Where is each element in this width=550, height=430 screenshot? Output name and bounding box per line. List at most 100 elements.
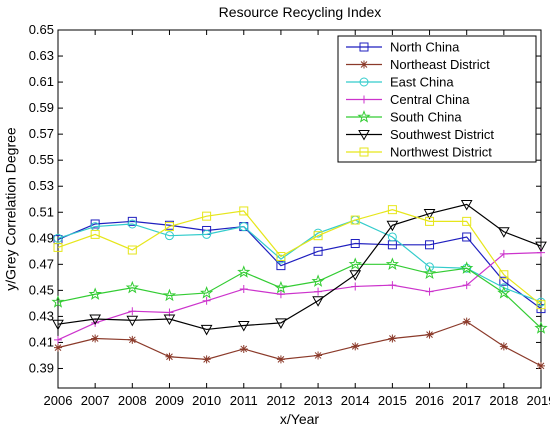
data-point bbox=[357, 110, 371, 123]
data-point bbox=[460, 199, 473, 211]
y-axis-label: y/Grey Correlation Degree bbox=[3, 127, 19, 291]
data-point bbox=[358, 130, 370, 141]
x-tick-label: 2006 bbox=[44, 393, 73, 408]
series-group bbox=[53, 216, 546, 314]
data-point bbox=[359, 77, 369, 87]
data-point bbox=[276, 355, 285, 364]
data-point bbox=[387, 205, 397, 215]
data-point bbox=[88, 287, 102, 300]
series-line bbox=[57, 263, 542, 329]
series-line bbox=[57, 220, 542, 310]
data-point bbox=[314, 287, 323, 296]
y-axis: 0.39 0.41 0.43 0.45 0.47 0.49 0.51 0.53 0.55 0.57… bbox=[29, 22, 541, 375]
data-point bbox=[425, 216, 435, 226]
data-point bbox=[274, 280, 288, 294]
legend-label: East China bbox=[390, 75, 454, 90]
series-group bbox=[54, 317, 545, 370]
data-point bbox=[462, 317, 471, 326]
data-point bbox=[423, 209, 436, 220]
y-tick-label: 0.45 bbox=[29, 282, 54, 297]
data-point bbox=[237, 265, 251, 278]
x-tick-label: 2013 bbox=[304, 393, 333, 408]
x-tick-label: 2017 bbox=[452, 393, 481, 408]
data-point bbox=[350, 215, 360, 225]
y-tick-label: 0.63 bbox=[29, 48, 54, 63]
data-point bbox=[312, 296, 324, 307]
data-point bbox=[91, 318, 100, 327]
data-point bbox=[200, 324, 213, 336]
data-point bbox=[162, 288, 177, 302]
data-point bbox=[386, 220, 399, 232]
series-group bbox=[54, 248, 545, 344]
data-point bbox=[313, 246, 323, 256]
data-point bbox=[202, 229, 212, 239]
data-point bbox=[239, 222, 249, 232]
data-point bbox=[462, 216, 472, 226]
data-point bbox=[359, 147, 369, 157]
data-point bbox=[359, 42, 369, 52]
data-point bbox=[311, 274, 325, 287]
series-layer bbox=[51, 199, 548, 370]
data-point bbox=[202, 296, 211, 305]
data-point bbox=[499, 276, 509, 286]
data-point bbox=[202, 211, 212, 221]
legend-label: Central China bbox=[390, 92, 470, 107]
data-point bbox=[351, 282, 360, 291]
legend-label: North China bbox=[390, 40, 460, 55]
data-point bbox=[239, 285, 248, 294]
x-axis-label: x/Year bbox=[280, 411, 320, 427]
data-point bbox=[51, 295, 65, 308]
data-point bbox=[128, 335, 137, 344]
data-point bbox=[52, 319, 64, 331]
legend-label: Northwest District bbox=[390, 145, 492, 160]
y-tick-label: 0.39 bbox=[29, 360, 54, 375]
data-point bbox=[360, 60, 368, 69]
chart-title: Resource Recycling Index bbox=[219, 4, 382, 20]
data-point bbox=[54, 335, 62, 344]
y-tick-label: 0.57 bbox=[29, 126, 54, 141]
data-point bbox=[388, 334, 397, 343]
data-point bbox=[91, 334, 100, 343]
data-point bbox=[276, 252, 286, 262]
data-point bbox=[163, 314, 176, 326]
data-point bbox=[313, 231, 323, 241]
data-point bbox=[125, 280, 139, 294]
y-tick-label: 0.43 bbox=[29, 308, 54, 323]
data-point bbox=[127, 216, 137, 226]
data-point bbox=[89, 314, 102, 326]
data-point bbox=[537, 248, 545, 257]
series-line bbox=[57, 320, 542, 367]
data-point bbox=[202, 355, 211, 364]
data-point bbox=[535, 241, 547, 253]
data-point bbox=[425, 330, 434, 339]
data-point bbox=[462, 232, 472, 242]
data-point bbox=[350, 238, 360, 248]
data-point bbox=[385, 257, 399, 270]
series-group bbox=[53, 205, 546, 310]
data-point bbox=[388, 281, 397, 290]
legend-label: Southwest District bbox=[390, 127, 494, 142]
x-tick-label: 2010 bbox=[192, 393, 221, 408]
data-point bbox=[239, 206, 249, 216]
data-point bbox=[237, 321, 250, 332]
data-point bbox=[497, 227, 510, 238]
data-point bbox=[499, 270, 509, 280]
data-point bbox=[462, 281, 471, 290]
data-point bbox=[460, 261, 474, 274]
x-tick-label: 2015 bbox=[378, 393, 407, 408]
y-tick-label: 0.61 bbox=[29, 74, 54, 89]
x-tick-label: 2011 bbox=[230, 393, 258, 408]
data-point bbox=[425, 262, 435, 272]
data-point bbox=[314, 351, 323, 360]
y-tick-label: 0.49 bbox=[29, 230, 54, 245]
x-tick-label: 2019 bbox=[527, 393, 550, 408]
x-tick-label: 2012 bbox=[266, 393, 295, 408]
data-point bbox=[127, 219, 137, 229]
data-point bbox=[499, 283, 509, 293]
data-point bbox=[387, 232, 397, 242]
data-point bbox=[200, 286, 214, 299]
data-point bbox=[54, 343, 62, 352]
y-tick-label: 0.59 bbox=[29, 100, 54, 115]
data-point bbox=[53, 233, 63, 243]
